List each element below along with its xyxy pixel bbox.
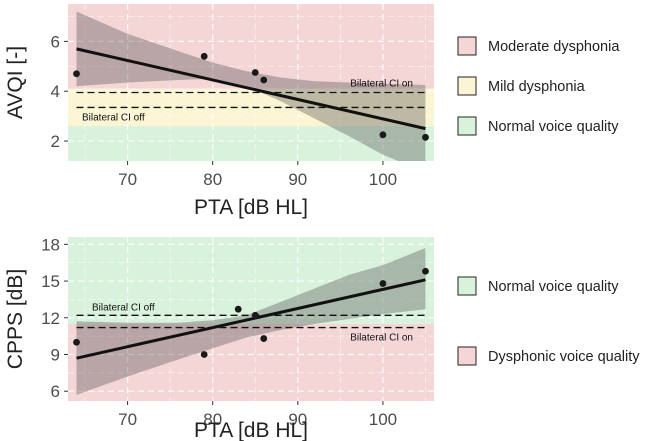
reference-line-label: Bilateral CI off: [92, 302, 155, 313]
y-tick-label: 18: [41, 235, 60, 254]
data-point: [73, 70, 80, 78]
legend-swatch: [457, 276, 477, 296]
data-point: [234, 305, 242, 313]
region-band: [68, 4, 434, 89]
legend-label: Normal voice quality: [488, 119, 619, 135]
reference-line-label: Bilateral CI on: [350, 333, 413, 344]
cpps-panel: Bilateral CI off Bilateral CI on 70 80 90 100…: [4, 235, 640, 441]
data-point: [260, 76, 268, 84]
data-point: [379, 131, 387, 139]
legend-swatch: [457, 346, 477, 366]
region-band: [68, 88, 434, 127]
y-tick-label: 6: [51, 32, 60, 51]
y-axis-title: AVQI [-]: [4, 46, 27, 119]
confidence-band: [76, 248, 426, 395]
y-tick-label: 6: [51, 382, 60, 401]
data-point: [422, 267, 429, 275]
x-tick-label: 90: [288, 410, 307, 429]
legend-label: Moderate dysphonia: [488, 39, 620, 55]
y-tick-label: 9: [51, 345, 60, 364]
data-point: [251, 69, 259, 76]
y-tick-label: 4: [51, 82, 60, 101]
region-band: [68, 237, 434, 324]
x-tick-label: 80: [203, 170, 222, 189]
legend-label: Mild dysphonia: [488, 79, 586, 95]
data-point: [73, 338, 80, 346]
legend-swatch: [457, 36, 477, 56]
data-point: [200, 351, 208, 358]
y-tick-label: 15: [41, 272, 60, 291]
y-tick-label: 12: [41, 309, 60, 328]
x-tick-label: 100: [369, 170, 397, 189]
y-axis-title: CPPS [dB]: [4, 269, 27, 369]
x-axis-title: PTA [dB HL]: [194, 419, 308, 441]
y-tick-label: 2: [51, 132, 60, 151]
avqi-panel: Bilateral CI on Bilateral CI off 70 80 90 100…: [4, 4, 620, 219]
legend-swatch: [457, 76, 477, 96]
reference-line-label: Bilateral CI off: [82, 112, 145, 123]
regression-line: [76, 47, 426, 131]
x-tick-label: 100: [369, 410, 397, 429]
x-axis-title: PTA [dB HL]: [194, 196, 308, 219]
legend-swatch: [457, 116, 477, 136]
x-tick-label: 70: [118, 170, 137, 189]
region-band: [68, 323, 434, 401]
regression-line: [76, 278, 426, 360]
legend-label: Normal voice quality: [488, 279, 619, 295]
x-tick-label: 90: [288, 170, 307, 189]
grid: [68, 237, 434, 401]
legend-label: Dysphonic voice quality: [488, 349, 640, 365]
data-point: [422, 133, 429, 141]
confidence-band: [76, 11, 426, 161]
data-point: [260, 335, 268, 342]
data-point: [379, 280, 387, 287]
x-tick-label: 70: [118, 410, 137, 429]
x-tick-label: 80: [203, 410, 222, 429]
data-point: [200, 52, 208, 60]
data-point: [251, 311, 259, 319]
reference-line-label: Bilateral CI on: [350, 78, 413, 89]
region-band: [68, 126, 434, 161]
